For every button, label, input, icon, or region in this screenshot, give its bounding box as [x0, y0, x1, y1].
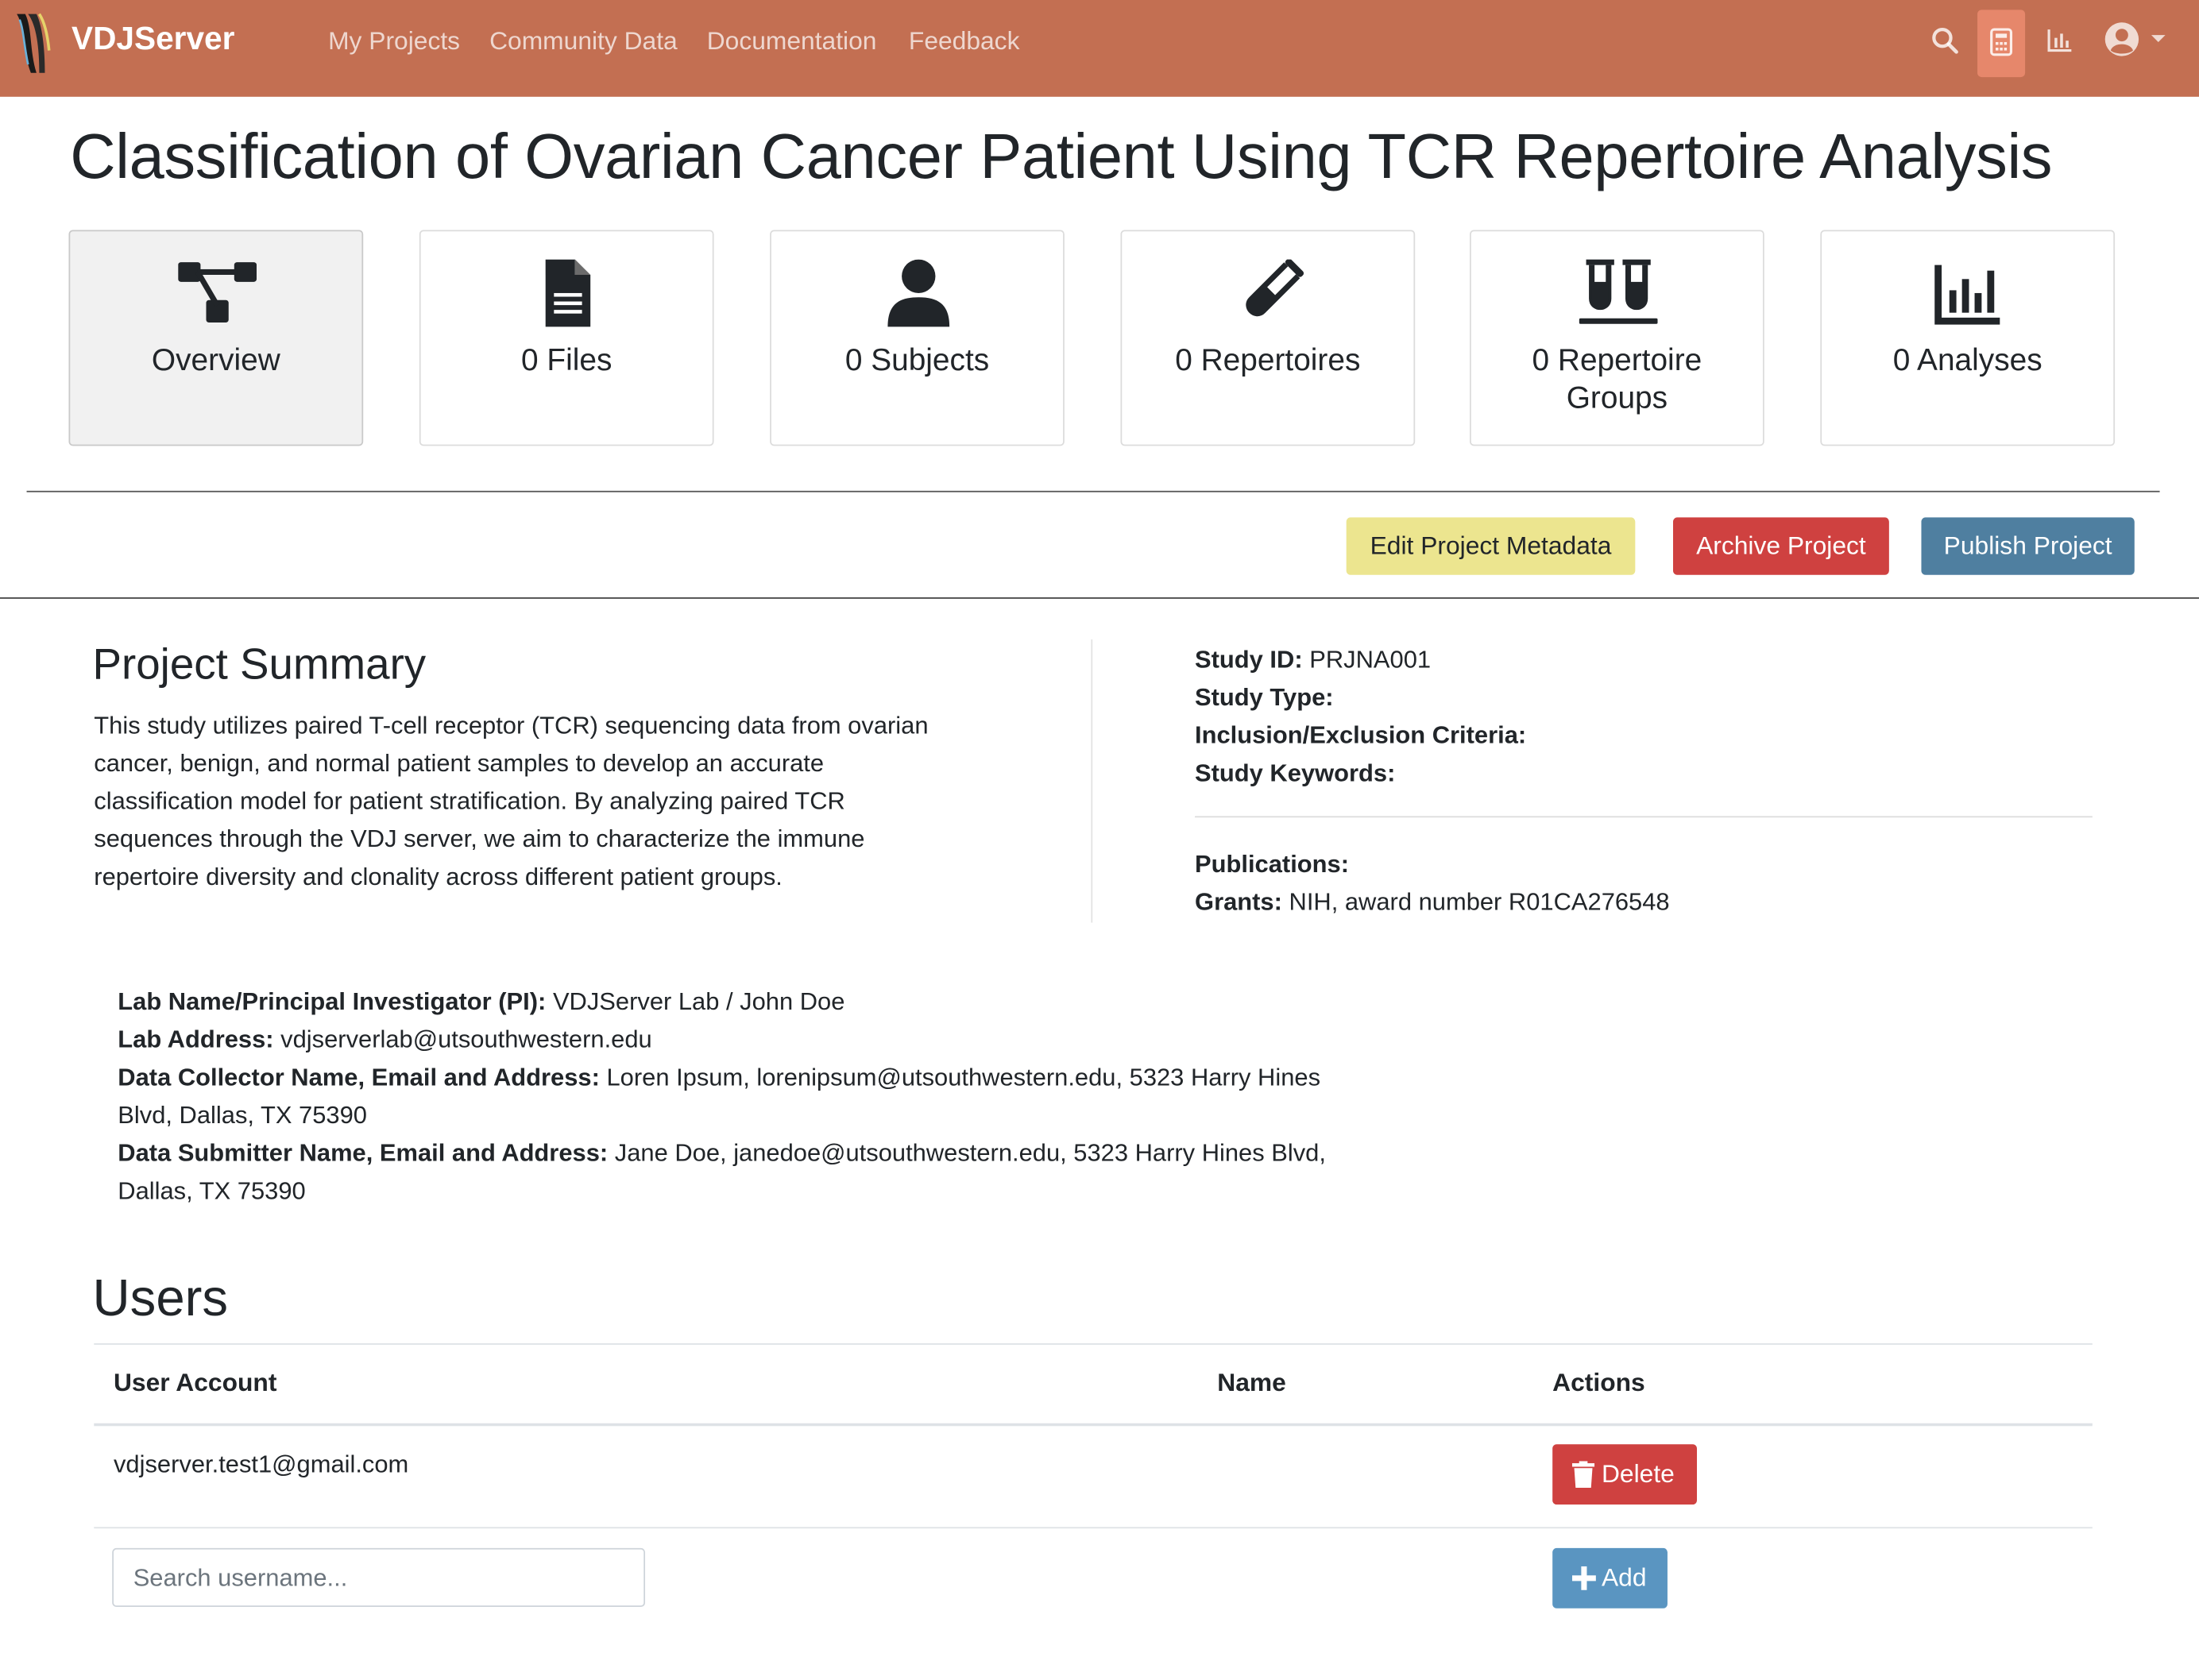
card-repertoire-groups[interactable]: 0 Repertoire Groups — [1470, 230, 1764, 446]
study-type: Study Type: — [1195, 682, 1334, 712]
vials-icon — [1579, 259, 1658, 324]
table-header-border — [94, 1423, 2093, 1427]
plus-icon — [1571, 1566, 1596, 1590]
search-username-input[interactable] — [112, 1547, 646, 1608]
trash-icon — [1571, 1461, 1595, 1488]
summary-line: cancer, benign, and normal patient sampl… — [94, 748, 825, 777]
summary-line: This study utilizes paired T-cell recept… — [94, 711, 929, 740]
card-label: Overview — [151, 342, 280, 377]
brand-name[interactable]: VDJServer — [71, 19, 235, 56]
project-title: Classification of Ovarian Cancer Patient… — [70, 120, 2053, 192]
card-label: 0 Analyses — [1892, 342, 2042, 377]
card-subjects[interactable]: 0 Subjects — [770, 230, 1065, 446]
vial-icon — [1246, 259, 1304, 317]
delete-user-button[interactable]: Delete — [1552, 1444, 1698, 1505]
top-navbar — [0, 0, 2199, 97]
edit-project-metadata-button[interactable]: Edit Project Metadata — [1346, 517, 1636, 575]
table-row-border — [94, 1527, 2093, 1529]
card-label: 0 Files — [520, 342, 613, 377]
nav-community-data[interactable]: Community Data — [489, 26, 678, 55]
card-label: 0 Repertoires — [1175, 342, 1361, 377]
nav-documentation[interactable]: Documentation — [706, 26, 877, 55]
divider — [0, 597, 2199, 599]
study-id: Study ID: PRJNA001 — [1195, 645, 1432, 674]
column-header-name: Name — [1217, 1368, 1286, 1397]
summary-line: classification model for patient stratif… — [94, 786, 845, 815]
card-repertoires[interactable]: 0 Repertoires — [1120, 230, 1416, 446]
column-divider — [1091, 639, 1093, 923]
summary-line: sequences through the VDJ server, we aim… — [94, 824, 865, 853]
summary-line: repertoire diversity and clonality acros… — [94, 862, 783, 890]
data-collector-cont: Blvd, Dallas, TX 75390 — [118, 1100, 367, 1130]
study-grants: Grants: NIH, award number R01CA276548 — [1195, 887, 1670, 916]
divider — [26, 490, 2160, 492]
card-label: 0 Repertoire Groups — [1532, 342, 1702, 415]
chart-icon[interactable] — [2045, 25, 2076, 56]
data-submitter-cont: Dallas, TX 75390 — [118, 1176, 306, 1205]
project-summary-text: This study utilizes paired T-cell recept… — [94, 707, 1047, 896]
nav-feedback[interactable]: Feedback — [908, 26, 1020, 55]
calculator-icon[interactable] — [1986, 27, 2017, 58]
divider — [1195, 816, 2093, 818]
column-header-user-account: User Account — [113, 1368, 277, 1397]
sitemap-icon — [178, 262, 257, 323]
add-label: Add — [1601, 1563, 1647, 1592]
study-keywords: Study Keywords: — [1195, 759, 1396, 787]
delete-label: Delete — [1601, 1459, 1675, 1488]
card-label: 0 Subjects — [844, 342, 990, 377]
study-criteria: Inclusion/Exclusion Criteria: — [1195, 720, 1527, 749]
user-account-cell: vdjserver.test1@gmail.com — [113, 1450, 409, 1478]
vdjserver-logo-icon[interactable] — [11, 9, 53, 79]
study-publications: Publications: — [1195, 849, 1349, 879]
data-submitter: Data Submitter Name, Email and Address: … — [118, 1138, 1326, 1167]
lab-address: Lab Address: vdjserverlab@utsouthwestern… — [118, 1025, 652, 1053]
user-icon — [887, 259, 950, 327]
table-top-border — [94, 1343, 2093, 1345]
user-circle-icon[interactable] — [2104, 21, 2140, 57]
add-user-button[interactable]: Add — [1552, 1547, 1668, 1609]
archive-project-button[interactable]: Archive Project — [1673, 517, 1889, 575]
card-files[interactable]: 0 Files — [419, 230, 714, 446]
card-analyses[interactable]: 0 Analyses — [1820, 230, 2116, 446]
caret-down-icon[interactable] — [2150, 33, 2166, 44]
users-heading: Users — [92, 1269, 229, 1327]
column-header-actions: Actions — [1552, 1368, 1645, 1397]
project-summary-heading: Project Summary — [92, 639, 427, 689]
file-icon — [545, 259, 591, 327]
lab-pi: Lab Name/Principal Investigator (PI): VD… — [118, 987, 845, 1016]
chart-bar-icon — [1934, 265, 2000, 325]
data-collector: Data Collector Name, Email and Address: … — [118, 1063, 1321, 1091]
search-icon[interactable] — [1930, 25, 1961, 56]
card-overview[interactable]: Overview — [68, 230, 364, 446]
publish-project-button[interactable]: Publish Project — [1921, 517, 2135, 575]
nav-my-projects[interactable]: My Projects — [328, 26, 461, 55]
